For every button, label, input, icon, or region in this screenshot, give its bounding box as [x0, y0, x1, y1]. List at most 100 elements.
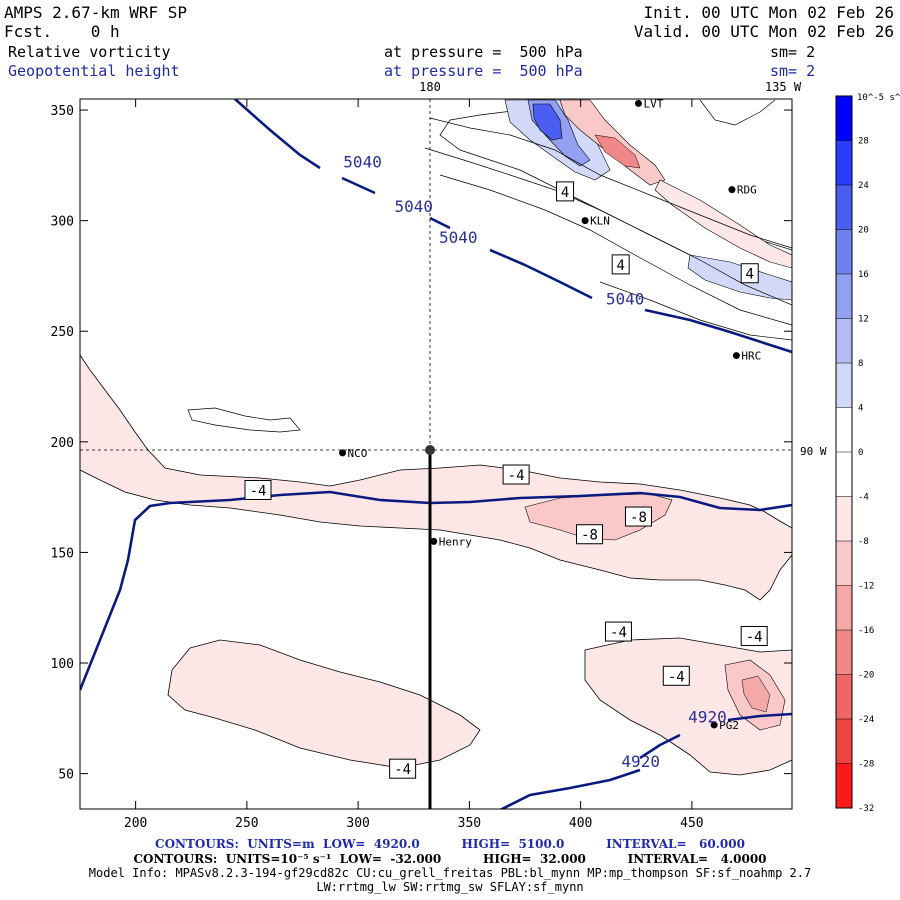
- model-title: AMPS 2.67-km WRF SP: [4, 3, 188, 22]
- lon-label-180: 180: [419, 80, 441, 94]
- height-contour-info: CONTOURS: UNITS=m LOW= 4920.0 HIGH= 5100…: [155, 837, 745, 851]
- vorticity-contour-info: CONTOURS: UNITS=10⁻⁵ s⁻¹ LOW= -32.000 HI…: [133, 852, 767, 866]
- height-contour-label: 4920: [621, 752, 660, 771]
- height-labels: 5040 5040 5040 5040 4920 4920: [343, 153, 726, 771]
- y-tick-label: 250: [51, 325, 74, 340]
- station-dot: [430, 537, 438, 545]
- pressure1: at pressure = 500 hPa: [384, 43, 583, 61]
- y-tick-label: 150: [51, 546, 74, 561]
- vort-label-box: [556, 181, 575, 202]
- colorbar-tick-label: -28: [858, 760, 874, 770]
- colorbar-tick-label: -12: [858, 582, 874, 592]
- neg-vort-south: [167, 639, 481, 769]
- vort-contour-label: -4: [394, 762, 411, 778]
- station-label: HRC: [741, 350, 761, 363]
- colorbar-tick-label: 24: [858, 181, 869, 191]
- vort-contour-label: 4: [561, 185, 569, 201]
- colorbar-tick-label: -20: [858, 671, 874, 681]
- vort-contour-label: -8: [630, 510, 647, 526]
- field1-name: Relative vorticity: [8, 43, 171, 61]
- vort-contour-label: -4: [610, 625, 627, 641]
- colorbar-unit: 10^-5 s^-1: [857, 93, 900, 103]
- colorbar-swatch: [836, 719, 852, 764]
- x-tick-label: 350: [458, 816, 481, 831]
- vort-label-box: [662, 665, 690, 686]
- field2-name: Geopotential height: [8, 62, 180, 80]
- colorbar-swatch: [836, 274, 852, 319]
- colorbar-swatch: [836, 541, 852, 586]
- model-info-physics: LW:rrtmg_lw SW:rrtmg_sw SFLAY:sf_mynn: [316, 880, 584, 894]
- vort-contour-label: -4: [746, 629, 763, 645]
- y-tick-label: 50: [58, 768, 74, 783]
- vort-label-box: [740, 263, 759, 284]
- station-label: LVT: [643, 97, 663, 110]
- x-tick-label: 400: [569, 816, 592, 831]
- colorbar-tick-label: 0: [858, 448, 863, 458]
- colorbar-swatch: [836, 96, 852, 141]
- colorbar-tick-label: 8: [858, 359, 863, 369]
- vort-label-box: [740, 625, 768, 646]
- axis-ticks: 200 250 300 350 400 450 50 100 150 200 250 300 350: [51, 99, 792, 831]
- vort-contour-label: -4: [508, 468, 525, 484]
- height-contour-label: 5040: [439, 228, 478, 247]
- sm2: sm= 2: [770, 62, 816, 80]
- station-dot: [710, 721, 718, 729]
- colorbar: 28 24 20 16 12 8 4 0 -4 -8 -12 -16 -20 -24 -28 -32: [835, 95, 874, 814]
- station-label: KLN: [590, 215, 610, 228]
- colorbar-tick-label: 16: [858, 270, 869, 280]
- station-markers: LVT RDG KLN HRC NCO Henry PG2: [339, 97, 761, 732]
- colorbar-tick-label: 28: [858, 137, 869, 147]
- valid-time: Valid. 00 UTC Mon 02 Feb 26: [633, 22, 894, 41]
- colorbar-tick-label: 12: [858, 315, 869, 325]
- y-tick-label: 100: [51, 657, 74, 672]
- vort-contour-label: 4: [746, 267, 754, 283]
- sm1: sm= 2: [770, 43, 816, 61]
- colorbar-swatch: [836, 585, 852, 630]
- station-dot: [581, 217, 589, 225]
- pos-vort-cyclone-core: [532, 103, 563, 141]
- model-info: Model Info: MPASv8.2.3-194-gf29cd82c CU:…: [88, 866, 812, 880]
- y-tick-label: 350: [51, 104, 74, 119]
- colorbar-swatch: [836, 229, 852, 274]
- colorbar-tick-label: -16: [858, 626, 874, 636]
- colorbar-swatch: [836, 674, 852, 719]
- station-dot: [728, 186, 736, 194]
- vorticity-labels: 4 4 4 -4 -4 -8 -8 -4 -4 -4 -4: [244, 181, 768, 779]
- colorbar-swatch: [836, 763, 852, 808]
- vort-contour-label: 4: [616, 258, 624, 274]
- plot-frame: [79, 98, 793, 810]
- height-contour-lines: [80, 99, 792, 809]
- vort-label-box: [389, 758, 417, 779]
- colorbar-tick-label: -32: [858, 804, 874, 814]
- colorbar-swatch: [836, 140, 852, 185]
- colorbar-tick-label: -4: [858, 493, 869, 503]
- pole-marker: [425, 445, 435, 455]
- init-time: Init. 00 UTC Mon 02 Feb 26: [643, 3, 894, 22]
- colorbar-swatch: [836, 363, 852, 408]
- height-contour-label: 4920: [688, 708, 727, 727]
- vort-contour-lines: [187, 99, 792, 433]
- colorbar-swatch: [836, 185, 852, 230]
- station-label: NCO: [348, 447, 368, 460]
- station-label: PG2: [719, 719, 739, 732]
- vort-contour-label: -8: [581, 528, 598, 544]
- y-tick-label: 300: [51, 215, 74, 230]
- vort-label-box: [576, 524, 604, 545]
- colorbar-tick-label: -8: [858, 537, 869, 547]
- colorbar-swatch: [836, 452, 852, 497]
- fcst-label: Fcst.: [4, 22, 53, 41]
- station-label: RDG: [737, 184, 757, 197]
- height-contour-label: 5040: [343, 153, 382, 172]
- x-tick-label: 250: [235, 816, 258, 831]
- vort-label-box: [611, 254, 630, 275]
- height-contour-label: 5040: [606, 290, 645, 309]
- colorbar-swatch: [836, 318, 852, 363]
- x-tick-label: 200: [124, 816, 147, 831]
- vort-contour-label: -4: [668, 669, 685, 685]
- vort-label-box: [604, 621, 632, 642]
- neg-vort-band: [80, 354, 792, 601]
- fcst-value: 0 h: [90, 22, 120, 41]
- lon-label-135w: 135 W: [765, 80, 802, 94]
- x-tick-label: 450: [680, 816, 703, 831]
